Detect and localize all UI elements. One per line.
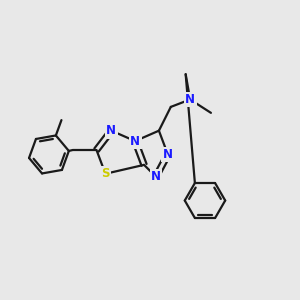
Text: N: N — [151, 170, 161, 183]
Text: N: N — [106, 124, 116, 137]
Text: S: S — [101, 167, 110, 180]
Text: N: N — [185, 93, 195, 106]
Text: N: N — [163, 148, 173, 161]
Text: N: N — [130, 135, 140, 148]
